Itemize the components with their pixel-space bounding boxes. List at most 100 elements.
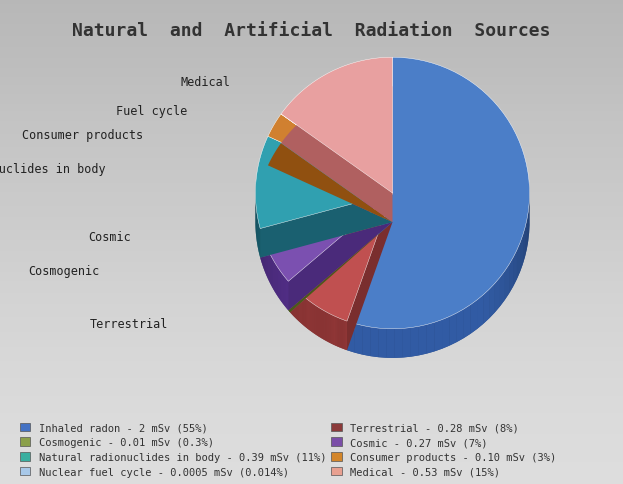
Polygon shape bbox=[290, 284, 291, 314]
Polygon shape bbox=[347, 321, 354, 353]
Polygon shape bbox=[457, 309, 464, 342]
Polygon shape bbox=[301, 294, 302, 324]
Polygon shape bbox=[283, 275, 284, 305]
Polygon shape bbox=[340, 319, 341, 348]
Polygon shape bbox=[419, 325, 427, 356]
Polygon shape bbox=[334, 316, 335, 346]
Polygon shape bbox=[281, 58, 392, 194]
Polygon shape bbox=[300, 294, 301, 323]
Text: Natural  and  Artificial  Radiation  Sources: Natural and Artificial Radiation Sources bbox=[72, 22, 551, 40]
Polygon shape bbox=[525, 220, 527, 257]
Polygon shape bbox=[316, 306, 318, 336]
Polygon shape bbox=[268, 144, 392, 223]
Polygon shape bbox=[332, 315, 333, 345]
Polygon shape bbox=[495, 278, 500, 313]
Polygon shape bbox=[307, 300, 308, 330]
Polygon shape bbox=[489, 284, 495, 319]
Polygon shape bbox=[371, 327, 379, 358]
Polygon shape bbox=[306, 299, 307, 329]
Polygon shape bbox=[470, 300, 477, 334]
Polygon shape bbox=[337, 318, 338, 347]
Polygon shape bbox=[290, 223, 392, 350]
Polygon shape bbox=[315, 305, 316, 335]
Polygon shape bbox=[379, 329, 387, 358]
Polygon shape bbox=[288, 194, 392, 284]
Polygon shape bbox=[346, 321, 347, 350]
Polygon shape bbox=[255, 137, 392, 229]
Polygon shape bbox=[343, 320, 344, 349]
Polygon shape bbox=[255, 166, 392, 258]
Polygon shape bbox=[292, 286, 293, 316]
Polygon shape bbox=[477, 295, 483, 329]
Text: Cosmic: Cosmic bbox=[88, 231, 131, 243]
Polygon shape bbox=[260, 223, 392, 311]
Polygon shape bbox=[312, 303, 313, 333]
Polygon shape bbox=[500, 272, 505, 307]
Polygon shape bbox=[286, 279, 287, 308]
Text: Fuel cycle: Fuel cycle bbox=[116, 105, 187, 118]
Polygon shape bbox=[331, 315, 332, 344]
Text: Terrestrial: Terrestrial bbox=[90, 318, 168, 331]
Polygon shape bbox=[281, 144, 392, 223]
Polygon shape bbox=[387, 329, 394, 358]
Polygon shape bbox=[483, 290, 489, 324]
Text: Radionuclides in body: Radionuclides in body bbox=[0, 163, 106, 176]
Polygon shape bbox=[329, 314, 330, 343]
Polygon shape bbox=[509, 258, 513, 294]
Polygon shape bbox=[260, 194, 392, 282]
Polygon shape bbox=[298, 292, 299, 322]
Polygon shape bbox=[290, 194, 392, 321]
Polygon shape bbox=[268, 115, 392, 194]
Polygon shape bbox=[427, 323, 434, 354]
Polygon shape bbox=[309, 301, 310, 331]
Polygon shape bbox=[285, 278, 286, 308]
Polygon shape bbox=[464, 305, 470, 338]
Polygon shape bbox=[344, 320, 345, 350]
Polygon shape bbox=[335, 317, 336, 346]
Polygon shape bbox=[313, 304, 314, 333]
Polygon shape bbox=[528, 205, 529, 242]
Polygon shape bbox=[513, 251, 517, 287]
Polygon shape bbox=[284, 276, 285, 306]
Polygon shape bbox=[354, 324, 363, 355]
Polygon shape bbox=[318, 308, 320, 337]
Polygon shape bbox=[299, 293, 300, 323]
Polygon shape bbox=[347, 87, 530, 358]
Polygon shape bbox=[296, 289, 297, 319]
Polygon shape bbox=[523, 228, 525, 265]
Polygon shape bbox=[449, 313, 457, 346]
Text: Medical: Medical bbox=[181, 76, 231, 89]
Polygon shape bbox=[394, 329, 402, 358]
Polygon shape bbox=[295, 289, 296, 318]
Polygon shape bbox=[281, 87, 392, 223]
Polygon shape bbox=[341, 319, 343, 349]
Text: Radon: Radon bbox=[448, 200, 485, 212]
Polygon shape bbox=[288, 223, 392, 313]
Polygon shape bbox=[323, 311, 325, 340]
Polygon shape bbox=[281, 115, 392, 194]
Polygon shape bbox=[517, 243, 520, 280]
Polygon shape bbox=[311, 302, 312, 332]
Polygon shape bbox=[402, 328, 411, 358]
Text: Consumer products: Consumer products bbox=[22, 129, 143, 142]
Polygon shape bbox=[338, 318, 340, 348]
Polygon shape bbox=[345, 321, 346, 350]
Polygon shape bbox=[505, 265, 509, 301]
Legend: Inhaled radon - 2 mSv (55%), Cosmogenic - 0.01 mSv (0.3%), Natural radionuclides: Inhaled radon - 2 mSv (55%), Cosmogenic … bbox=[17, 421, 558, 479]
Polygon shape bbox=[411, 327, 419, 357]
Polygon shape bbox=[302, 295, 303, 325]
Polygon shape bbox=[297, 291, 298, 321]
Polygon shape bbox=[325, 311, 326, 341]
Polygon shape bbox=[527, 212, 528, 249]
Polygon shape bbox=[294, 288, 295, 318]
Polygon shape bbox=[333, 316, 334, 345]
Polygon shape bbox=[434, 320, 442, 352]
Polygon shape bbox=[303, 297, 305, 326]
Polygon shape bbox=[291, 285, 292, 315]
Polygon shape bbox=[320, 308, 321, 338]
Polygon shape bbox=[293, 287, 294, 317]
Polygon shape bbox=[305, 298, 306, 328]
Polygon shape bbox=[347, 58, 530, 329]
Polygon shape bbox=[310, 302, 311, 332]
Polygon shape bbox=[520, 236, 523, 272]
